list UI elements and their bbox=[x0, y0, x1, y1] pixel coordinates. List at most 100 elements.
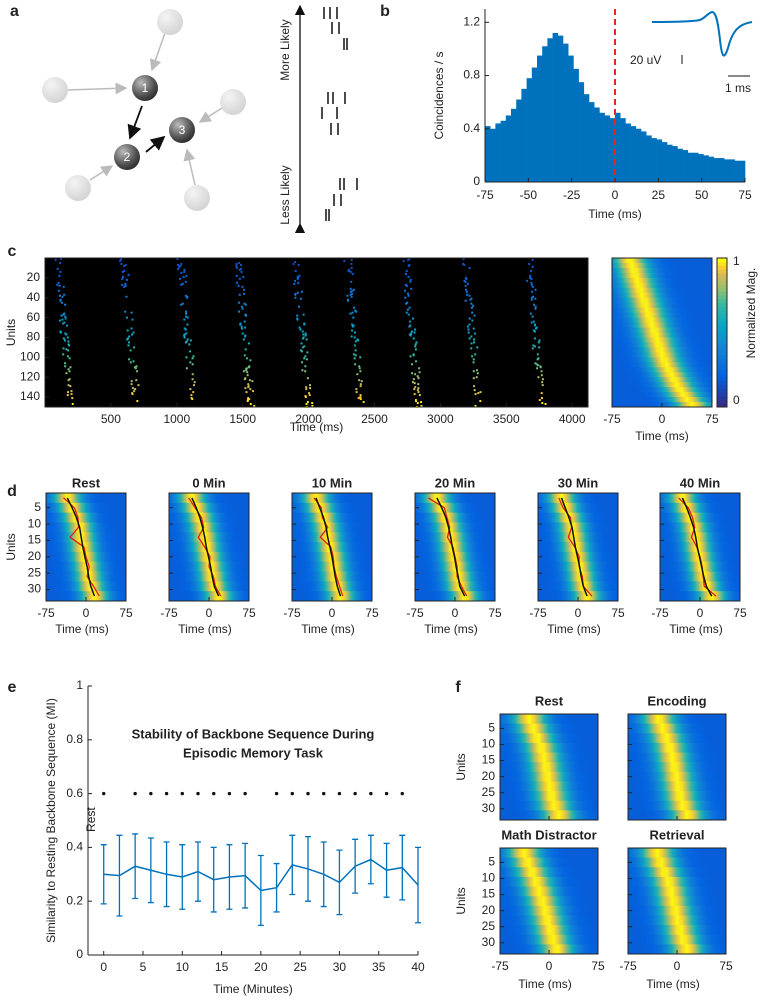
spike bbox=[68, 370, 71, 373]
spike bbox=[305, 358, 308, 361]
spike bbox=[472, 304, 475, 307]
heatmap-row bbox=[169, 512, 249, 523]
spike bbox=[130, 333, 133, 336]
bar bbox=[724, 159, 730, 182]
x-axis-label: Time (ms) bbox=[301, 622, 355, 636]
spike bbox=[182, 275, 185, 278]
spike bbox=[412, 378, 415, 381]
spike bbox=[536, 358, 539, 361]
spike bbox=[64, 362, 67, 365]
gray-nodes bbox=[42, 9, 246, 211]
spike bbox=[352, 316, 355, 319]
bar bbox=[552, 32, 559, 183]
spike bbox=[530, 296, 533, 299]
heatmap-row bbox=[612, 312, 712, 319]
spike bbox=[532, 295, 535, 298]
spike bbox=[411, 372, 414, 375]
spike bbox=[470, 297, 473, 300]
heatmap-row bbox=[46, 591, 126, 602]
spike bbox=[59, 270, 62, 273]
y-tick-label: 5 bbox=[488, 721, 495, 735]
spike bbox=[246, 371, 249, 374]
bar bbox=[583, 94, 590, 182]
spike bbox=[127, 344, 130, 347]
spike bbox=[298, 274, 301, 277]
heatmap-row bbox=[500, 733, 598, 744]
spike bbox=[294, 260, 297, 263]
y-tick-label: 0.4 bbox=[463, 121, 480, 135]
panel-title: 40 Min bbox=[680, 475, 721, 490]
spike bbox=[532, 344, 535, 347]
spike bbox=[479, 400, 482, 403]
nodes bbox=[114, 75, 195, 170]
heatmap-row bbox=[628, 857, 726, 868]
colorbar-cell bbox=[717, 276, 727, 281]
spike bbox=[409, 278, 412, 281]
y-axis-label: Coincidences / s bbox=[432, 51, 446, 139]
bar bbox=[656, 139, 663, 182]
spike bbox=[58, 284, 61, 287]
x-tick-label: 75 bbox=[591, 959, 605, 973]
y-tick-label: 0.2 bbox=[66, 893, 83, 907]
bar bbox=[651, 138, 657, 182]
heatmap-row bbox=[660, 502, 740, 514]
bar bbox=[609, 118, 616, 182]
x-tick-label: 5 bbox=[140, 960, 147, 974]
spike bbox=[354, 349, 357, 352]
spike bbox=[191, 378, 194, 381]
spike bbox=[350, 266, 353, 269]
colorbar-cell bbox=[717, 298, 727, 304]
spike bbox=[414, 400, 417, 403]
spike bbox=[350, 295, 353, 298]
spike bbox=[413, 393, 416, 396]
x-tick-label: 2000 bbox=[295, 412, 322, 426]
bar bbox=[526, 78, 533, 182]
bar bbox=[630, 126, 637, 182]
spike bbox=[135, 365, 138, 368]
colorbar-cell bbox=[717, 295, 727, 300]
spike bbox=[349, 287, 352, 290]
spike bbox=[404, 296, 407, 299]
spike bbox=[294, 279, 297, 282]
spike bbox=[301, 330, 304, 333]
spike bbox=[533, 324, 536, 327]
spike bbox=[181, 302, 184, 305]
spike bbox=[59, 299, 62, 302]
spike bbox=[246, 400, 249, 403]
spike bbox=[351, 325, 354, 328]
colorbar-cell bbox=[717, 269, 727, 274]
spike bbox=[541, 402, 544, 405]
spike bbox=[414, 386, 417, 389]
y-tick-label: 15 bbox=[482, 753, 496, 767]
bar bbox=[531, 67, 538, 182]
bar bbox=[641, 131, 647, 182]
spike bbox=[302, 337, 305, 340]
spike bbox=[136, 370, 139, 373]
spike bbox=[402, 259, 405, 262]
spike bbox=[306, 401, 309, 404]
y-tick-label: 15 bbox=[482, 887, 496, 901]
x-tick-label: -75 bbox=[651, 606, 669, 620]
bar bbox=[568, 55, 574, 183]
spike bbox=[533, 345, 536, 348]
spike bbox=[413, 331, 416, 334]
significance-dot bbox=[290, 791, 294, 796]
x-axis-label: Time (ms) bbox=[635, 429, 689, 443]
spike bbox=[242, 370, 245, 373]
x-tick-label: 1000 bbox=[163, 412, 190, 426]
spike bbox=[529, 276, 532, 279]
bar bbox=[693, 152, 699, 182]
spike bbox=[244, 303, 247, 306]
bar bbox=[719, 158, 725, 182]
spike bbox=[56, 267, 59, 270]
spike bbox=[533, 330, 536, 333]
heatmap-row bbox=[500, 791, 598, 802]
spike bbox=[64, 303, 67, 306]
spike bbox=[414, 343, 417, 346]
x-axis-label: Time (Minutes) bbox=[213, 982, 293, 996]
spike bbox=[359, 370, 362, 373]
spike bbox=[61, 318, 64, 321]
spike bbox=[134, 388, 137, 391]
spike bbox=[475, 369, 478, 372]
significance-dot bbox=[149, 791, 153, 796]
